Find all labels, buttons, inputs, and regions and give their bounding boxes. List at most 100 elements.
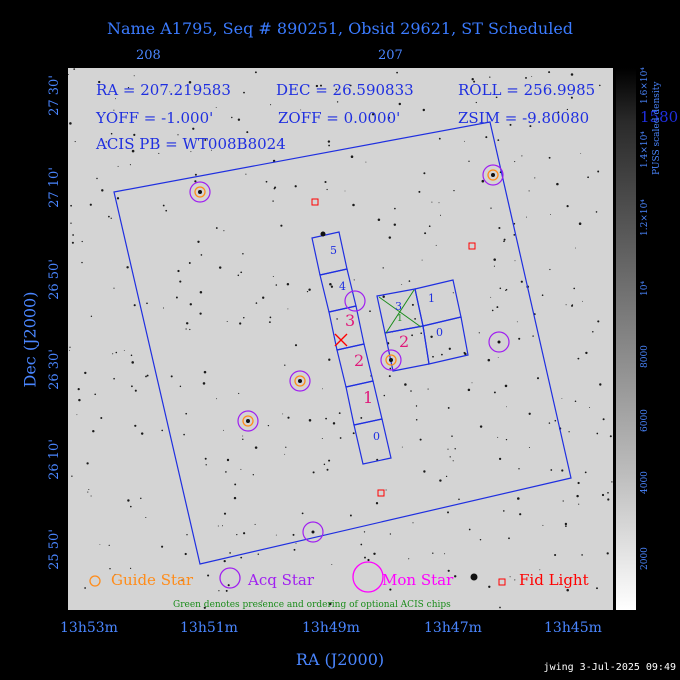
- background-star: [189, 303, 192, 306]
- background-star: [169, 91, 171, 93]
- background-star: [328, 144, 330, 147]
- acq-stars: [189, 164, 510, 543]
- background-star: [293, 548, 296, 551]
- background-star: [131, 385, 133, 388]
- background-star: [410, 390, 412, 392]
- background-star: [117, 165, 119, 167]
- background-star: [493, 265, 495, 267]
- background-star: [389, 533, 392, 535]
- background-star: [239, 322, 242, 325]
- background-star: [161, 429, 164, 432]
- background-star: [272, 200, 274, 202]
- background-star: [189, 328, 191, 331]
- colorbar-tick-2: 6000: [640, 409, 650, 432]
- background-star: [568, 431, 570, 433]
- background-star: [306, 290, 309, 293]
- background-star: [514, 161, 516, 163]
- background-star: [423, 172, 426, 175]
- bottom-tick-0: 13h53m: [60, 620, 118, 636]
- background-star: [161, 545, 164, 548]
- left-tick-0: 27 30': [46, 75, 62, 116]
- info-block: RA = 207.219583 DEC = 26.590833 ROLL = 2…: [95, 81, 595, 153]
- background-star: [188, 262, 191, 264]
- background-star: [421, 259, 423, 261]
- background-star: [388, 116, 391, 119]
- background-star: [129, 164, 131, 166]
- background-star: [229, 552, 231, 554]
- background-star: [444, 553, 446, 555]
- background-star: [505, 438, 508, 441]
- background-star: [89, 203, 92, 206]
- background-star: [398, 102, 402, 106]
- legend-mon-symbol: [352, 561, 384, 593]
- background-star: [127, 499, 130, 502]
- background-star: [162, 204, 165, 207]
- s-chip-label-2: 2: [399, 332, 409, 351]
- background-star: [432, 552, 434, 554]
- background-star: [562, 500, 564, 502]
- background-star: [350, 155, 354, 158]
- background-star: [100, 416, 103, 420]
- background-star: [209, 93, 211, 96]
- background-star: [133, 75, 135, 77]
- background-star: [113, 287, 115, 289]
- background-star: [438, 137, 441, 140]
- background-star: [488, 585, 491, 588]
- background-star: [498, 457, 502, 461]
- background-star: [127, 87, 130, 89]
- background-star: [490, 207, 492, 209]
- background-star: [185, 412, 188, 415]
- background-star: [227, 584, 230, 587]
- background-star: [542, 524, 544, 526]
- background-star: [422, 108, 426, 112]
- background-star: [376, 458, 379, 461]
- background-star: [561, 397, 563, 399]
- background-star: [566, 205, 569, 208]
- background-star: [565, 304, 567, 306]
- background-star: [145, 516, 147, 519]
- background-star: [184, 552, 187, 556]
- background-star: [254, 71, 257, 74]
- background-star: [424, 232, 427, 235]
- background-star: [254, 523, 256, 525]
- background-star: [344, 190, 346, 192]
- background-star: [485, 136, 488, 139]
- background-star: [516, 321, 518, 323]
- background-star: [331, 564, 333, 566]
- background-star: [382, 267, 384, 269]
- background-star: [114, 573, 116, 575]
- bottom-tick-4: 13h45m: [544, 620, 602, 636]
- background-star: [285, 446, 287, 448]
- background-star: [215, 107, 217, 109]
- acis-i-array: [311, 231, 392, 465]
- background-star: [294, 344, 298, 347]
- background-star: [81, 261, 83, 264]
- bottom-tick-2: 13h49m: [302, 620, 360, 636]
- background-star: [521, 155, 523, 157]
- background-star: [234, 483, 237, 486]
- background-star: [479, 538, 482, 541]
- background-star: [223, 230, 225, 232]
- i-chip-label-2: 2: [354, 351, 364, 370]
- background-star: [352, 203, 355, 207]
- background-star: [115, 98, 116, 100]
- background-star: [580, 153, 582, 154]
- background-star: [177, 269, 180, 273]
- background-star: [599, 383, 602, 386]
- background-star: [458, 498, 460, 501]
- background-star: [328, 602, 332, 606]
- background-star: [335, 88, 338, 91]
- background-star: [438, 202, 440, 204]
- background-star: [145, 375, 147, 378]
- background-star: [367, 558, 370, 562]
- background-star: [70, 204, 72, 207]
- background-star: [113, 109, 115, 111]
- background-star: [449, 456, 451, 458]
- background-star: [570, 96, 573, 99]
- background-star: [255, 302, 258, 304]
- background-star: [240, 468, 242, 470]
- background-star: [188, 81, 192, 84]
- background-star: [186, 534, 188, 536]
- bottom-tick-3: 13h47m: [424, 620, 482, 636]
- background-star: [447, 448, 449, 450]
